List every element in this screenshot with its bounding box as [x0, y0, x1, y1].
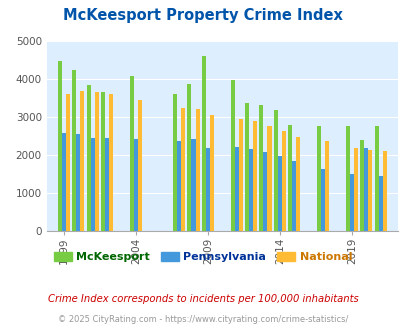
Bar	[288, 125, 292, 231]
Bar	[363, 148, 367, 231]
Bar	[181, 108, 185, 231]
Bar	[267, 126, 271, 231]
Bar	[205, 148, 209, 231]
Bar	[58, 61, 62, 231]
Bar	[130, 76, 134, 231]
Bar	[345, 126, 349, 231]
Bar	[281, 131, 285, 231]
Bar	[292, 161, 296, 231]
Bar	[248, 148, 252, 231]
Bar	[273, 110, 277, 231]
Bar	[349, 175, 353, 231]
Text: Crime Index corresponds to incidents per 100,000 inhabitants: Crime Index corresponds to incidents per…	[47, 294, 358, 304]
Bar	[316, 126, 320, 231]
Bar	[201, 56, 205, 231]
Bar	[374, 126, 377, 231]
Bar	[377, 176, 382, 231]
Bar	[230, 80, 234, 231]
Bar	[66, 94, 70, 231]
Bar	[277, 156, 281, 231]
Bar	[177, 142, 181, 231]
Bar	[76, 134, 80, 231]
Legend: McKeesport, Pennsylvania, National: McKeesport, Pennsylvania, National	[49, 248, 356, 267]
Bar	[252, 121, 256, 231]
Bar	[109, 94, 113, 231]
Bar	[138, 100, 142, 231]
Bar	[320, 169, 324, 231]
Bar	[353, 148, 357, 231]
Text: © 2025 CityRating.com - https://www.cityrating.com/crime-statistics/: © 2025 CityRating.com - https://www.city…	[58, 315, 347, 324]
Bar	[187, 84, 191, 231]
Bar	[263, 152, 267, 231]
Bar	[62, 133, 66, 231]
Bar	[94, 92, 98, 231]
Bar	[101, 92, 105, 231]
Bar	[259, 105, 263, 231]
Bar	[209, 115, 213, 231]
Text: McKeesport Property Crime Index: McKeesport Property Crime Index	[63, 8, 342, 23]
Bar	[382, 150, 386, 231]
Bar	[324, 141, 328, 231]
Bar	[234, 147, 238, 231]
Bar	[238, 119, 242, 231]
Bar	[90, 138, 94, 231]
Bar	[173, 94, 177, 231]
Bar	[191, 139, 195, 231]
Bar	[195, 109, 199, 231]
Bar	[359, 140, 363, 231]
Bar	[87, 85, 90, 231]
Bar	[245, 103, 248, 231]
Bar	[296, 137, 300, 231]
Bar	[134, 139, 138, 231]
Bar	[105, 138, 109, 231]
Bar	[72, 70, 76, 231]
Bar	[367, 150, 371, 231]
Bar	[80, 91, 84, 231]
